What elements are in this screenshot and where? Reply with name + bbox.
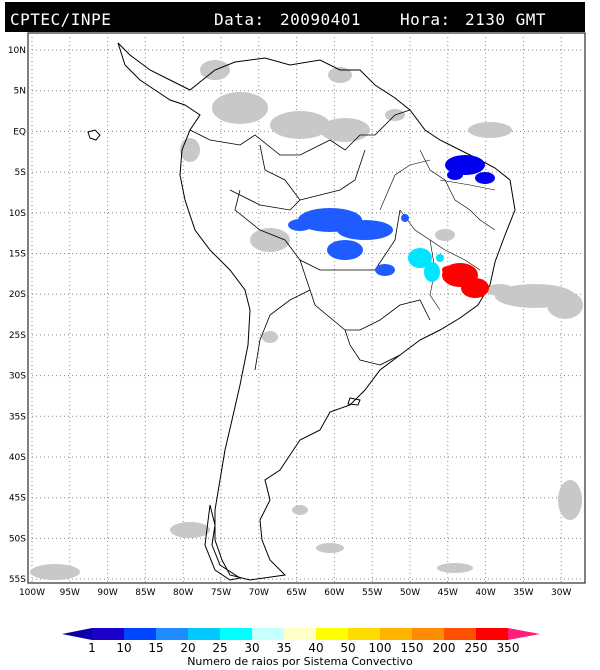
colorbar-swatch [92, 628, 125, 640]
colorbar-tick-label: 350 [496, 641, 520, 655]
lightning-system-ne-brazil-north [445, 155, 495, 184]
lat-tick-label: 25S [9, 331, 26, 341]
lightning-system-minas-gerais [408, 248, 444, 282]
colorbar-tick-label: 250 [464, 641, 488, 655]
lon-tick-label: 100W [19, 588, 45, 598]
lon-tick-label: 40W [475, 588, 495, 598]
lon-tick-label: 35W [513, 588, 533, 598]
lon-tick-label: 75W [211, 588, 231, 598]
colorbar-swatch [444, 628, 477, 640]
lon-tick-label: 45W [438, 588, 458, 598]
south-america-coastline [87, 42, 516, 581]
lightning-system-central-brazil [288, 208, 409, 276]
lat-tick-label: 5N [14, 87, 26, 97]
header-bar: CPTEC/INPE Data: 20090401 Hora: 2130 GMT [5, 2, 585, 32]
lon-tick-label: 85W [135, 588, 155, 598]
axis-ticks: 100W 95W 90W 85W 80W 75W 70W 65W 60W 55W 50W 45W 40W… [8, 46, 572, 598]
lon-tick-label: 55W [362, 588, 382, 598]
time-value: 2130 GMT [465, 10, 547, 29]
lat-tick-label: 20S [9, 290, 26, 300]
colorbar [62, 628, 540, 640]
colorbar-swatch [316, 628, 349, 640]
colorbar-swatch [188, 628, 221, 640]
lat-tick-label: 10N [8, 46, 26, 56]
colorbar-right-arrow [508, 628, 540, 640]
date-value: 20090401 [280, 10, 362, 29]
lightning-systems [288, 155, 495, 298]
colorbar-tick-label: 200 [432, 641, 456, 655]
lat-tick-label: 10S [9, 209, 26, 219]
lon-tick-label: 80W [173, 588, 193, 598]
lon-tick-label: 95W [60, 588, 80, 598]
lon-tick-label: 70W [249, 588, 269, 598]
date-label: Data: [214, 10, 265, 29]
lon-tick-label: 50W [400, 588, 420, 598]
lat-tick-label: 30S [9, 372, 26, 382]
colorbar-swatch [252, 628, 285, 640]
lat-tick-label: 35S [9, 412, 26, 422]
colorbar-tick-label: 25 [212, 641, 228, 655]
lat-tick-label: 15S [9, 250, 26, 260]
colorbar-swatch [156, 628, 189, 640]
colorbar-tick-label: 1 [88, 641, 96, 655]
colorbar-tick-label: 40 [308, 641, 324, 655]
colorbar-tick-label: 20 [180, 641, 196, 655]
colorbar-title: Numero de raios por Sistema Convectivo [187, 655, 413, 668]
lon-tick-label: 30W [551, 588, 571, 598]
colorbar-swatch [284, 628, 317, 640]
colorbar-tick-label: 10 [116, 641, 132, 655]
lat-tick-label: 40S [9, 453, 26, 463]
lat-tick-label: EQ [13, 127, 26, 137]
colorbar-tick-label: 150 [400, 641, 424, 655]
country-borders [189, 109, 496, 371]
colorbar-left-arrow [62, 628, 92, 640]
colorbar-swatch [124, 628, 157, 640]
agency-label: CPTEC/INPE [10, 10, 112, 29]
lightning-system-bahia-coast [442, 263, 489, 298]
lat-tick-label: 50S [9, 534, 26, 544]
lon-tick-label: 60W [324, 588, 344, 598]
colorbar-tick-label: 15 [148, 641, 164, 655]
colorbar-tick-label: 35 [276, 641, 292, 655]
lon-tick-label: 90W [97, 588, 117, 598]
colorbar-tick-label: 100 [368, 641, 392, 655]
time-label: Hora: [400, 10, 451, 29]
lon-tick-label: 65W [286, 588, 306, 598]
colorbar-swatch [348, 628, 381, 640]
colorbar-swatch [220, 628, 253, 640]
lat-tick-label: 55S [9, 575, 26, 585]
lat-tick-label: 45S [9, 494, 26, 504]
colorbar-swatch [380, 628, 413, 640]
colorbar-tick-label: 30 [244, 641, 260, 655]
colorbar-swatch [412, 628, 445, 640]
colorbar-swatch [476, 628, 509, 640]
colorbar-tick-label: 50 [340, 641, 356, 655]
lat-tick-label: 5S [15, 168, 27, 178]
